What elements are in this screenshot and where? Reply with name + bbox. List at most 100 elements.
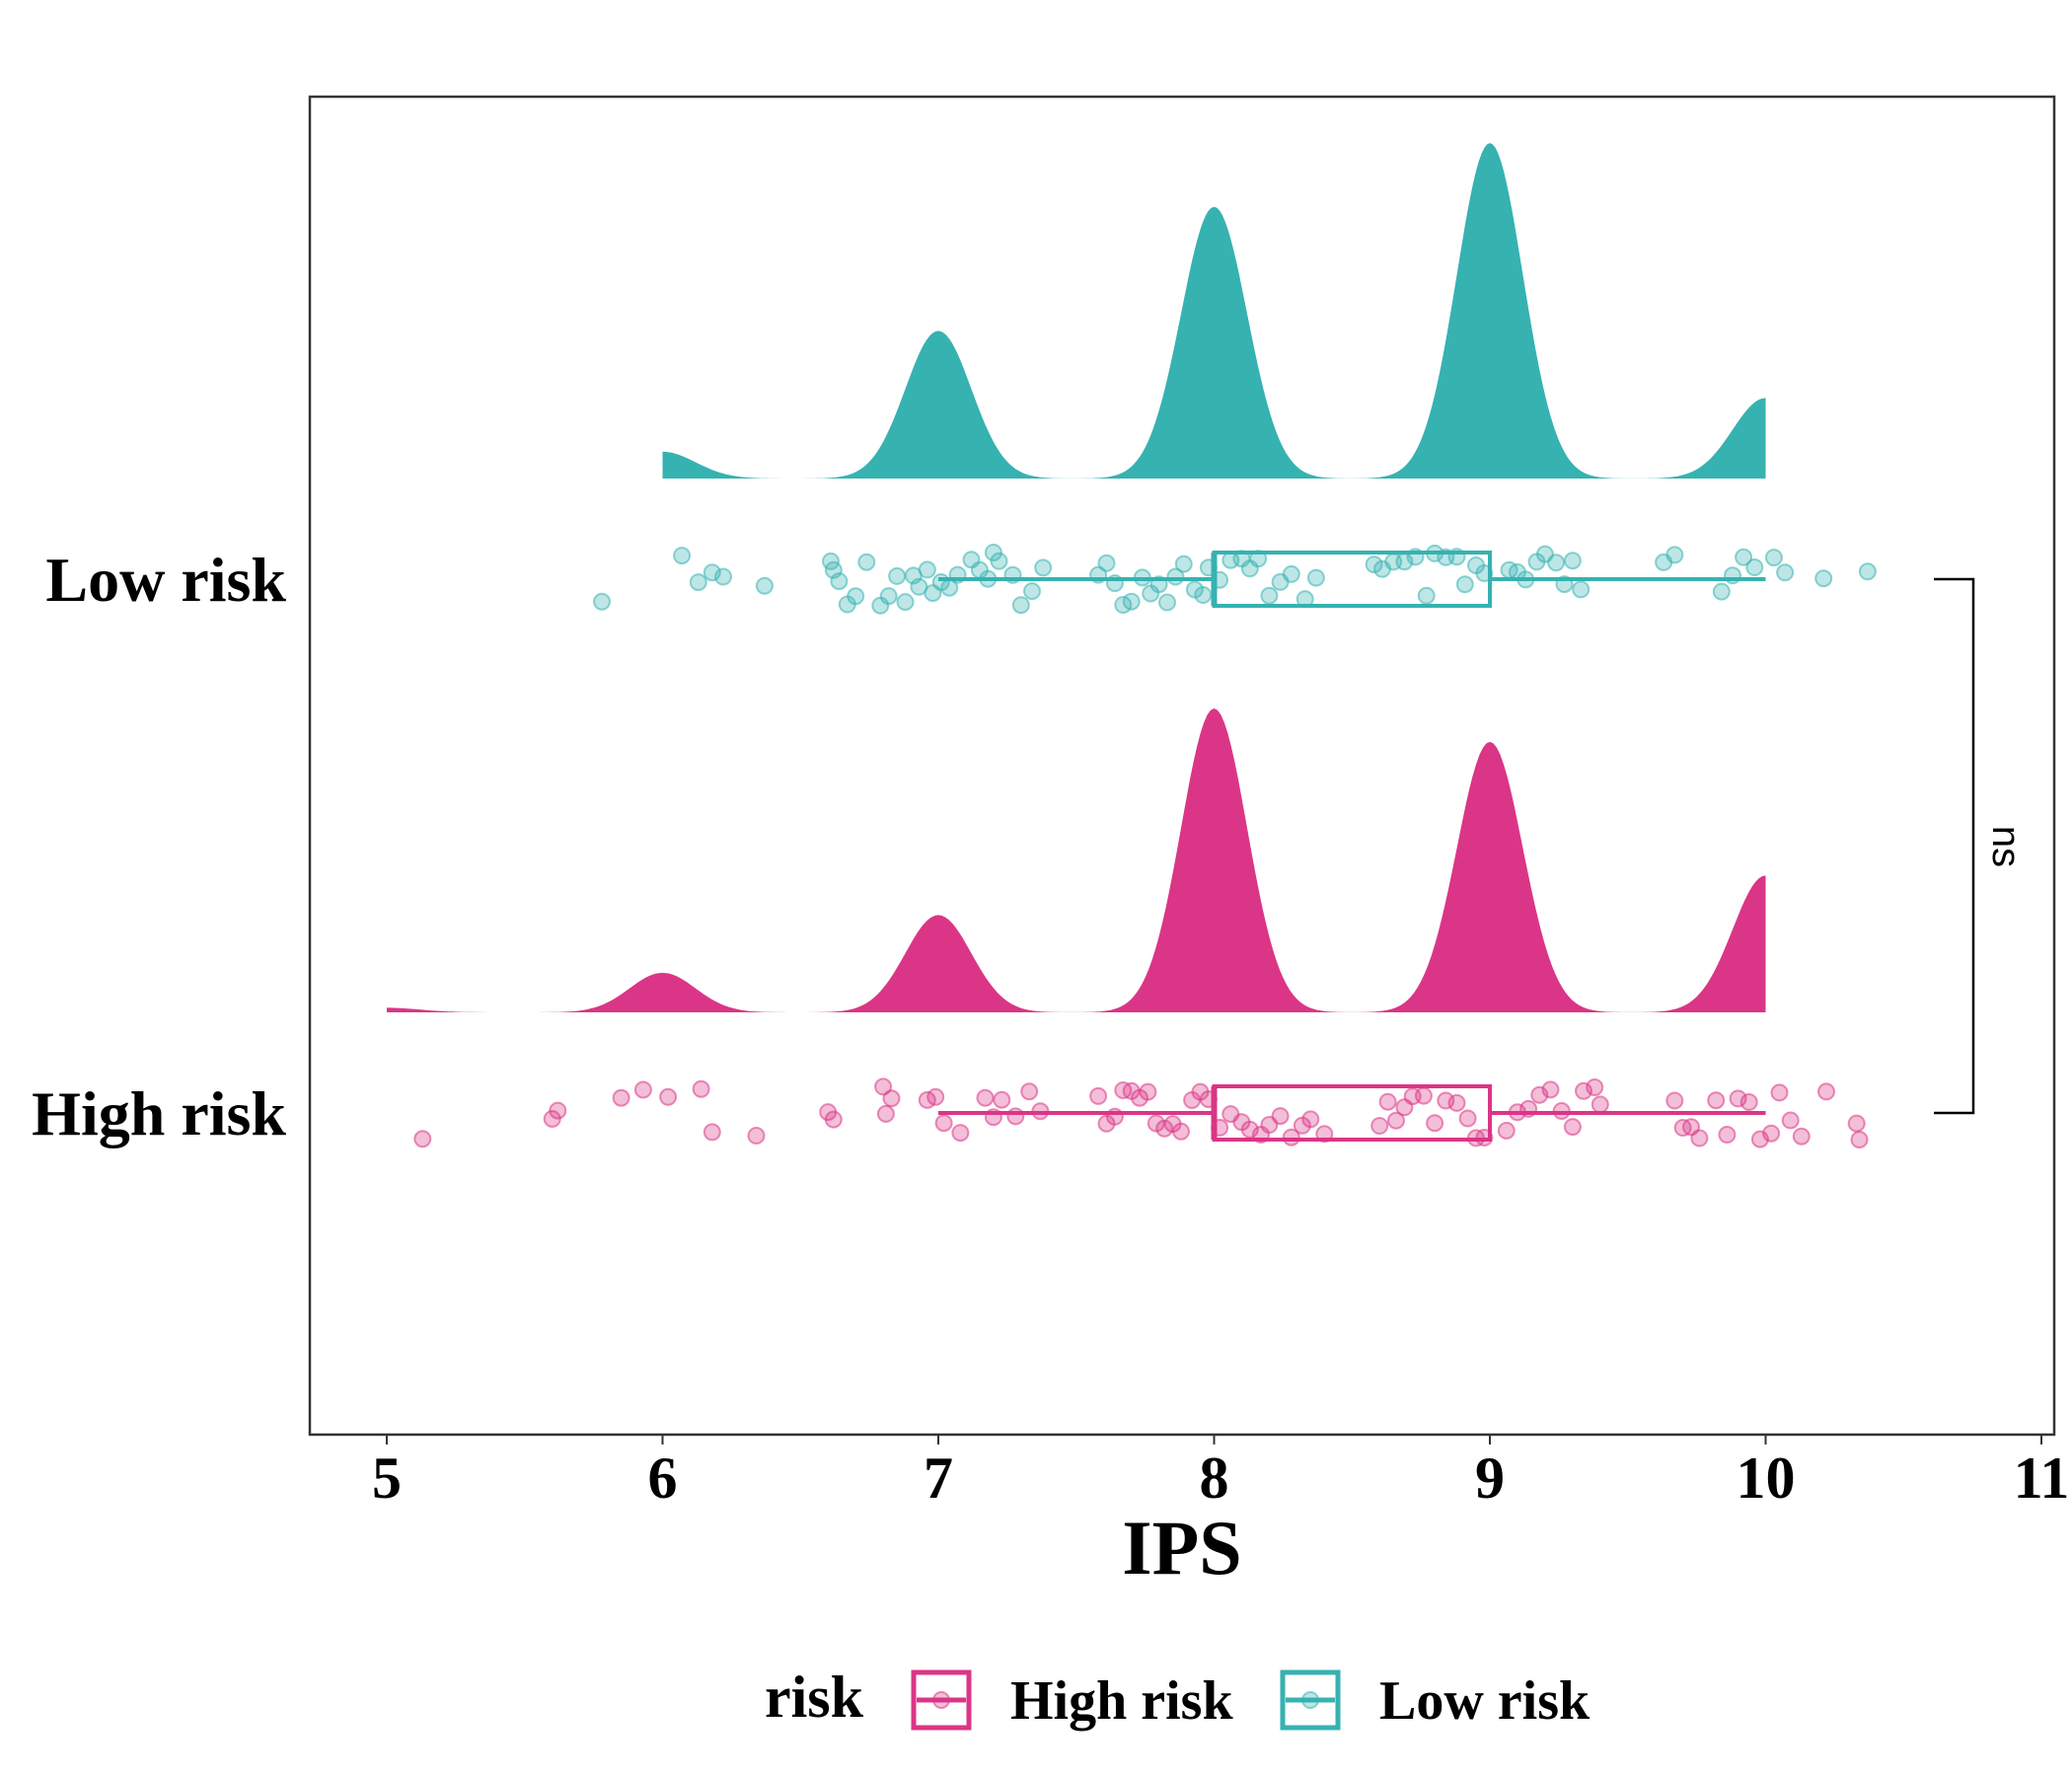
legend-key-high-risk [911,1669,972,1731]
point-high-risk [1690,1129,1709,1147]
point-high-risk [1426,1114,1444,1133]
point-low-risk [755,576,774,595]
point-high-risk [1817,1082,1835,1101]
point-high-risk [934,1114,953,1133]
point-high-risk [1447,1093,1466,1112]
point-low-risk [1814,569,1833,588]
point-high-risk [633,1080,652,1099]
point-high-risk [1172,1122,1190,1141]
point-low-risk [1563,552,1582,570]
legend-key-low-risk [1280,1669,1341,1731]
point-high-risk [413,1130,432,1148]
point-low-risk [1097,554,1116,572]
y-tick-label: Low risk [45,545,286,615]
x-axis: 5 6 7 8 9 10 11 [372,1435,2069,1511]
point-high-risk [1089,1086,1108,1105]
significance-label: ns [1984,826,2028,867]
point-high-risk [1770,1083,1789,1102]
point-low-risk [673,547,692,565]
point-high-risk [1739,1093,1758,1111]
point-high-risk [1665,1091,1684,1110]
density-clouds [387,143,1766,1012]
x-tick-label: 10 [1737,1445,1796,1511]
point-high-risk [1370,1117,1389,1135]
point-low-risk [1158,593,1176,612]
point-high-risk [1586,1078,1604,1096]
significance-bracket: ns [1934,577,2028,1115]
point-low-risk [714,567,732,586]
point-high-risk [1718,1126,1737,1144]
point-low-risk [888,566,907,585]
point-low-risk [896,593,915,612]
point-low-risk [1365,555,1383,574]
point-low-risk [1547,554,1566,572]
point-high-risk [1458,1109,1477,1128]
point-high-risk [1563,1118,1582,1137]
point-high-risk [824,1110,843,1129]
point-low-risk [879,587,898,606]
point-low-risk [1665,546,1684,564]
point-low-risk [1572,580,1591,599]
point-high-risk [1271,1107,1290,1126]
point-high-risk [993,1090,1011,1109]
point-low-risk [1282,564,1300,583]
point-high-risk [549,1101,567,1120]
point-high-risk [1378,1092,1397,1111]
point-high-risk [876,1104,895,1123]
legend-label-low-risk: Low risk [1379,1670,1591,1732]
point-low-risk [1194,586,1213,604]
point-low-risk [1306,568,1325,587]
x-tick-label: 7 [924,1445,953,1511]
point-high-risk [692,1079,710,1098]
point-high-risk [1847,1114,1866,1133]
point-low-risk [1174,555,1193,573]
point-high-risk [1707,1091,1726,1110]
y-tick-label: High risk [32,1078,286,1148]
point-high-risk [1781,1111,1800,1130]
density-cloud-high-risk [387,708,1766,1012]
point-high-risk [659,1087,678,1106]
point-high-risk [951,1124,970,1143]
point-high-risk [1139,1082,1157,1101]
legend: risk High risk Low risk [765,1665,1591,1732]
x-tick-label: 5 [372,1445,402,1511]
plot-panel [308,95,2056,1437]
point-low-risk [918,560,936,579]
point-high-risk [1792,1127,1811,1146]
point-high-risk [1414,1086,1433,1105]
point-low-risk [593,592,611,611]
point-low-risk [1122,592,1141,611]
point-high-risk [1762,1124,1781,1143]
point-low-risk [1023,582,1041,601]
point-low-risk [830,572,849,591]
x-tick-label: 8 [1200,1445,1229,1511]
point-high-risk [612,1088,630,1107]
boxplots [938,551,1766,1142]
point-high-risk [1155,1119,1174,1138]
point-low-risk [1455,575,1474,594]
significance-line [1934,577,1975,1115]
point-low-risk [1764,549,1783,567]
point-low-risk [1776,563,1795,582]
density-cloud-low-risk [662,143,1766,479]
point-low-risk [984,544,1002,561]
legend-title: risk [765,1665,864,1730]
point-high-risk [976,1088,995,1107]
point-high-risk [1850,1131,1869,1148]
point-high-risk [1387,1111,1405,1130]
x-tick-label: 9 [1475,1445,1505,1511]
x-axis-title: IPS [1122,1505,1241,1591]
point-low-risk [1858,562,1877,581]
point-high-risk [747,1127,766,1145]
point-high-risk [1020,1082,1039,1101]
point-high-risk [1591,1095,1609,1114]
point-high-risk [703,1123,721,1142]
point-high-risk [1006,1107,1025,1126]
x-tick-label: 11 [2014,1445,2070,1511]
point-low-risk [1011,596,1030,615]
point-high-risk [882,1089,901,1108]
point-low-risk [1712,582,1731,601]
point-low-risk [1260,586,1279,605]
point-high-risk [1301,1110,1320,1129]
